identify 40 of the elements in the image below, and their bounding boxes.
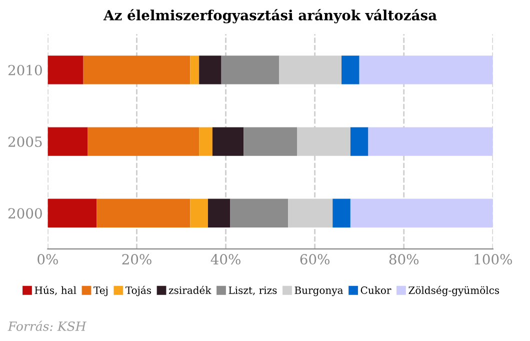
legend-label: zsiradék xyxy=(168,286,212,294)
x-tick-label: 100% xyxy=(474,254,512,265)
bar xyxy=(48,198,97,228)
bar xyxy=(83,56,190,84)
bar xyxy=(221,56,280,84)
bar xyxy=(368,127,493,156)
bar xyxy=(212,127,244,156)
bar xyxy=(96,198,190,228)
legend-label: Zöldség-gyümölcs xyxy=(408,286,500,296)
text: Forrás: KSH xyxy=(8,320,86,331)
legend-label: Tojás xyxy=(126,286,152,296)
bar xyxy=(48,56,84,84)
legend-label: Liszt, rizs xyxy=(228,286,277,296)
legend-label: Hús, hal xyxy=(34,286,76,296)
legend-label: Burgonya xyxy=(294,286,343,296)
bar xyxy=(48,127,88,156)
x-tick-label: 40% xyxy=(210,254,240,265)
legend-label: Tej xyxy=(94,286,108,296)
legend-label: Cukor xyxy=(360,286,392,294)
bar xyxy=(230,198,288,228)
bar xyxy=(342,56,360,84)
y-tick-label: 2005 xyxy=(8,136,42,147)
x-tick-label: 80% xyxy=(389,254,419,265)
y-tick-label: 2000 xyxy=(8,208,42,219)
bar xyxy=(332,198,350,228)
bar xyxy=(244,127,298,156)
bar xyxy=(359,56,493,84)
bar xyxy=(88,127,200,156)
x-tick-label: 20% xyxy=(122,254,152,265)
bar xyxy=(350,198,493,228)
chart-title: Az élelmiszerfogyasztási arányok változása xyxy=(103,9,437,24)
bar xyxy=(208,198,230,228)
bar xyxy=(350,127,368,156)
x-tick-label: 0% xyxy=(38,254,58,265)
bar xyxy=(199,127,212,156)
bar xyxy=(190,198,208,228)
bar xyxy=(190,56,200,84)
x-tick-label: 60% xyxy=(300,254,330,265)
bar xyxy=(199,56,222,84)
y-tick-label: 2010 xyxy=(8,64,42,76)
